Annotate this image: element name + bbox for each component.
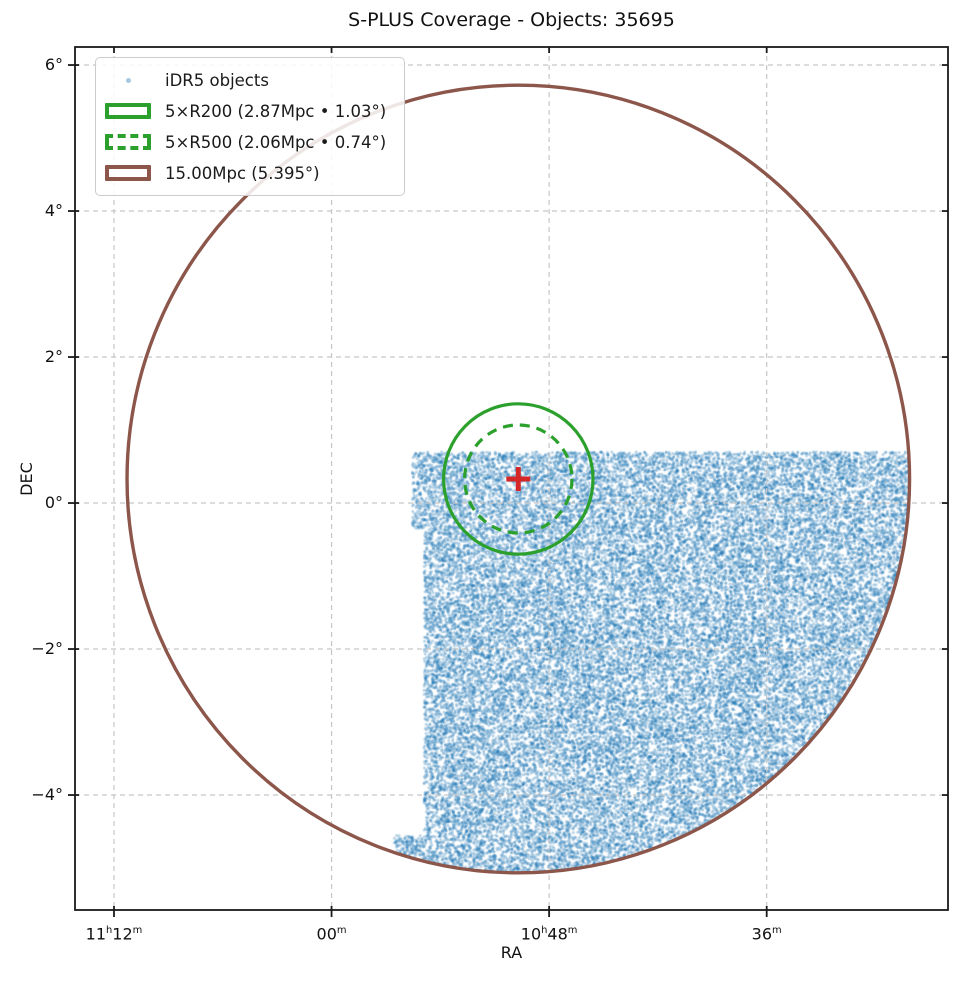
5xR200-circle <box>442 402 595 556</box>
legend-item: 5×R200 (2.87Mpc • 1.03°) <box>105 97 386 125</box>
solid-circle-swatch-icon <box>105 159 151 187</box>
x-tick-label: 00m <box>316 924 347 944</box>
y-tick-label: 6° <box>44 55 63 75</box>
y-tick-label: 0° <box>44 493 63 513</box>
legend-item-label: 5×R200 (2.87Mpc • 1.03°) <box>165 101 387 121</box>
5xR500-circle <box>463 423 574 535</box>
axes-frame <box>74 46 949 911</box>
x-tick-label: 36m <box>751 924 782 944</box>
legend-item-label: iDR5 objects <box>165 70 269 90</box>
y-tick-label: 4° <box>44 201 63 221</box>
legend-item: 15.00Mpc (5.395°) <box>105 159 386 187</box>
legend-item-label: 5×R500 (2.06Mpc • 0.74°) <box>165 132 387 152</box>
y-tick-label: −4° <box>31 785 63 805</box>
x-tick-label: 10h48m <box>520 924 578 944</box>
legend-item-label: 15.00Mpc (5.395°) <box>165 163 320 183</box>
legend-item: iDR5 objects <box>105 66 386 94</box>
y-tick-label: 2° <box>44 347 63 367</box>
15Mpc-circle <box>125 83 912 875</box>
dashed-circle-swatch-icon <box>105 128 151 156</box>
legend-item: 5×R500 (2.06Mpc • 0.74°) <box>105 128 386 156</box>
legend: iDR5 objects 5×R200 (2.87Mpc • 1.03°) 5×R5… <box>95 57 406 196</box>
x-tick-label: 11h12m <box>85 924 143 944</box>
scatter-dot-marker-icon <box>105 66 151 94</box>
solid-circle-swatch-icon <box>105 97 151 125</box>
y-tick-label: −2° <box>31 639 63 659</box>
